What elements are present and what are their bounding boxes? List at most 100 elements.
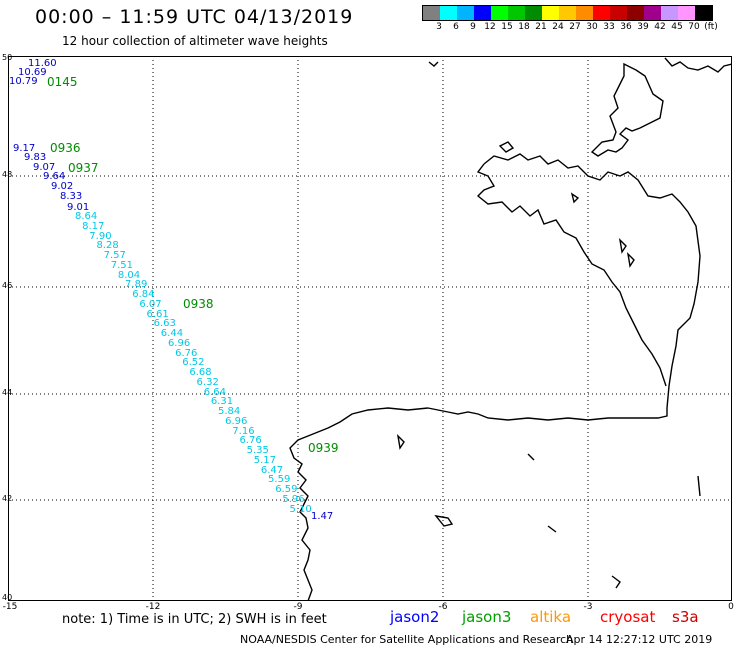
legend-swatch [593,6,610,20]
lat-label-40: 40 [2,593,13,602]
swh-label: 8.04 [117,269,141,281]
swh-label: 6.68 [189,367,212,378]
pass-time-label: 0937 [68,161,99,175]
swh-label: 8.28 [96,240,119,252]
legend-label: 12 [484,22,496,32]
swh-label: 8.33 [60,191,83,202]
legend-label: 27 [569,22,581,32]
legend-label: 45 [671,22,683,32]
pass-time-label: 0939 [308,441,339,455]
sat-cryosat: cryosat [600,608,656,626]
legend-label: 6 [453,22,459,32]
graticule [8,56,732,601]
swh-label: 6.64 [203,386,226,398]
swh-label: 5.59 [268,474,291,486]
lat-label-42: 42 [2,494,13,503]
swh-label: 7.90 [89,230,112,242]
swh-label: 10.79 [9,76,38,87]
footer-note: note: 1) Time is in UTC; 2) SWH is in fe… [62,612,327,627]
lon-label-minus9: -9 [293,602,303,612]
map-frame [8,56,732,601]
swh-label: 5.84 [218,406,241,417]
legend-label: 24 [552,22,564,32]
sat-jason3: jason3 [462,608,512,626]
swh-label: 7.89 [125,279,148,291]
lon-label-minus6: -6 [438,602,448,612]
coastline [289,57,732,601]
legend-swatch [661,6,678,20]
swh-label: 9.02 [51,181,74,192]
legend-label: 15 [501,22,513,32]
swh-label: 8.17 [82,220,105,232]
legend-label: 18 [518,22,530,32]
lon-label-0: 0 [728,602,734,612]
timestamp: Apr 14 12:27:12 UTC 2019 [566,633,713,646]
map-subtitle: 12 hour collection of altimeter wave hei… [62,34,328,48]
legend-swatch [678,6,695,20]
pass-time-label: 0936 [50,141,81,155]
legend-swatch [474,6,491,20]
coastline-spain [289,407,429,601]
legend-label: 36 [620,22,632,32]
legend-swatch [610,6,627,20]
pass-time-label: 0145 [47,75,78,89]
swh-label: 6.47 [260,464,284,476]
map-title: 00:00 – 11:59 UTC 04/13/2019 [35,6,354,28]
coastline-france [427,153,701,421]
swh-label: 6.07 [139,298,162,310]
legend-label: 30 [586,22,598,32]
swh-label: 9.07 [33,162,56,173]
legend-label: (ft) [704,22,718,32]
credit-line: NOAA/NESDIS Center for Satellite Applica… [240,633,574,646]
pass-time-label: 0938 [183,297,214,311]
swh-label: 6.76 [175,347,198,359]
legend-swatch [644,6,661,20]
lon-label-minus15: -15 [2,602,18,612]
swh-label: 8.64 [75,211,98,222]
swh-label: 6.59 [275,484,298,495]
swh-label: 9.83 [24,152,47,163]
swh-label: 1.47 [311,511,334,522]
altimeter-map [8,56,732,601]
swh-label: 6.61 [146,308,169,320]
legend-label: 42 [654,22,666,32]
sat-altika: altika [530,608,572,626]
lat-label-48: 48 [2,170,13,179]
legend-swatch [508,6,525,20]
swh-label: 6.63 [153,318,176,330]
swh-label: 6.52 [182,357,205,369]
swh-label: 9.17 [13,143,36,154]
legend-swatch [542,6,559,20]
swh-label: 6.32 [196,376,219,388]
swh-label: 5.17 [253,454,277,466]
swh-label: 6.96 [167,337,191,349]
lat-label-46: 46 [2,281,13,290]
swh-label: 7.57 [103,250,126,261]
swh-label: 10.69 [18,67,47,78]
legend-label: 3 [436,22,442,32]
swh-label: 9.64 [43,171,66,182]
sat-jason2: jason2 [390,608,440,626]
swh-label: 5.96 [282,493,305,505]
legend-swatch [559,6,576,20]
lat-label-44: 44 [2,388,13,397]
coastline-england [590,62,664,157]
legend-swatch [423,6,440,20]
legend-label: 9 [470,22,476,32]
color-legend [422,5,713,21]
swh-label: 6.96 [225,415,248,427]
legend-swatch [525,6,542,20]
swh-label: 5.10 [289,503,312,515]
swh-label: 7.16 [232,425,255,437]
legend-label: 70 [688,22,700,32]
legend-label: 39 [637,22,649,32]
lat-label-50: 50 [2,53,13,62]
legend-swatch [491,6,508,20]
swh-label: 9.01 [67,202,90,213]
swh-label: 6.31 [210,396,234,408]
swh-label: 11.60 [28,58,57,69]
legend-label: 21 [535,22,547,32]
lon-label-minus3: -3 [583,602,593,612]
swh-label: 6.76 [239,435,262,447]
sat-s3a: s3a [672,608,699,626]
